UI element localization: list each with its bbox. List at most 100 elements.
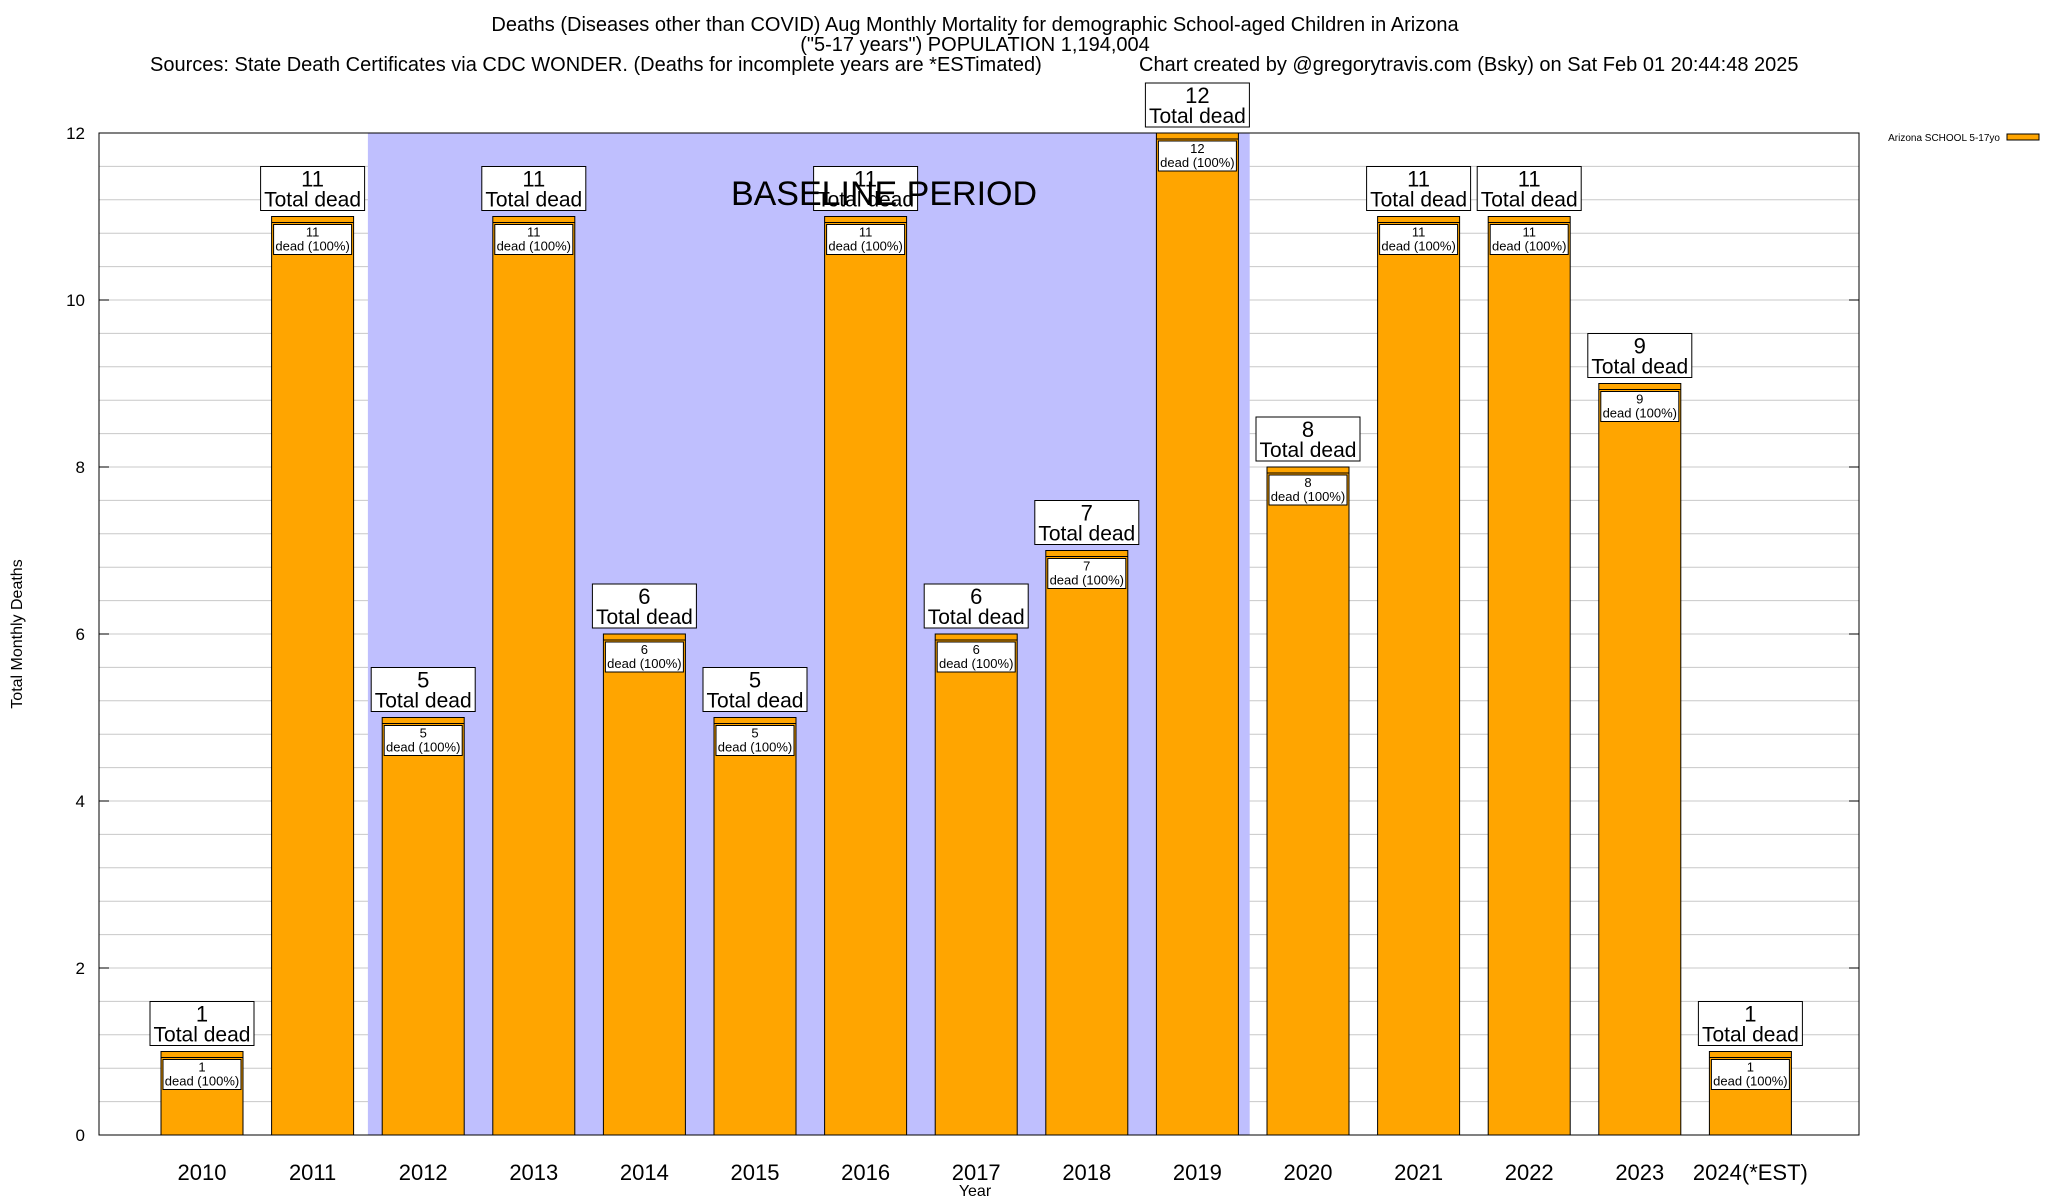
- total-label-box: [1697, 1001, 1803, 1046]
- inner-label-count: 8: [1304, 475, 1311, 490]
- x-tick-label: 2011: [289, 1160, 336, 1185]
- inner-label-text: dead (100%): [386, 740, 460, 755]
- total-label-text: Total dead: [817, 189, 914, 212]
- inner-label-text: dead (100%): [828, 239, 902, 254]
- inner-label-box: [1157, 140, 1237, 172]
- inner-label-count: 11: [1522, 225, 1536, 240]
- bar: [1598, 383, 1682, 1136]
- total-label-count: 6: [970, 584, 982, 609]
- y-tick-label: 0: [76, 1126, 85, 1145]
- total-label-box: [1587, 333, 1693, 378]
- total-label-box: [813, 166, 919, 211]
- chart-credit: Chart created by @gregorytravis.com (Bsk…: [1139, 54, 1799, 76]
- inner-label-text: dead (100%): [1271, 489, 1345, 504]
- total-label-text: Total dead: [375, 690, 472, 713]
- total-label-box: [1034, 500, 1140, 545]
- inner-label-box: [1047, 558, 1127, 589]
- inner-label-box: [1379, 224, 1459, 255]
- inner-label-count: 11: [1412, 225, 1426, 240]
- bar: [1487, 216, 1571, 1136]
- x-tick-label: 2024(*EST): [1693, 1160, 1808, 1185]
- inner-label-count: 7: [1083, 559, 1090, 574]
- inner-label-box: [383, 725, 463, 756]
- bar: [824, 216, 908, 1136]
- y-tick-label: 4: [76, 792, 85, 811]
- total-label-count: 8: [1302, 417, 1314, 442]
- total-label-text: Total dead: [1149, 105, 1246, 128]
- total-label-box: [260, 166, 366, 211]
- baseline-period-label: BASELINE PERIOD: [731, 175, 1037, 213]
- total-label-box: [923, 583, 1029, 629]
- axis-layer: 0 2 4 6 8 10 12 2010 2011 2012 2013 2014 2015 2016 201…: [66, 124, 1859, 1185]
- inner-label-count: 11: [306, 225, 320, 240]
- bar: [1377, 216, 1461, 1136]
- inner-label-text: dead (100%): [1381, 239, 1455, 254]
- total-label-count: 11: [1518, 167, 1541, 192]
- bar: [1045, 550, 1129, 1136]
- y-tick-label: 8: [76, 458, 85, 477]
- inner-label-box: [604, 641, 684, 673]
- inner-label-text: dead (100%): [497, 239, 571, 254]
- total-label-box: [1366, 166, 1472, 211]
- legend-label: Arizona SCHOOL 5-17yo: [1888, 133, 2000, 144]
- inner-label-count: 11: [859, 225, 873, 240]
- inner-label-text: dead (100%): [718, 740, 792, 755]
- total-label-count: 7: [1081, 501, 1093, 526]
- chart-title-line2: ("5-17 years") POPULATION 1,194,004: [800, 34, 1150, 56]
- x-axis-label: Year: [959, 1183, 992, 1200]
- x-tick-label: 2015: [731, 1160, 780, 1185]
- total-label-count: 11: [1407, 167, 1430, 192]
- inner-label-box: [1268, 474, 1348, 506]
- total-label-text: Total dead: [928, 606, 1025, 629]
- bar: [602, 633, 686, 1136]
- total-label-text: Total dead: [1038, 523, 1135, 546]
- total-label-text: Total dead: [154, 1024, 251, 1047]
- x-tick-label: 2016: [841, 1160, 890, 1185]
- x-tick-label: 2019: [1173, 1160, 1222, 1185]
- legend-swatch: [2006, 133, 2040, 141]
- x-tick-label: 2017: [952, 1160, 1001, 1185]
- inner-label-text: dead (100%): [1603, 406, 1677, 421]
- total-label-count: 11: [854, 167, 877, 192]
- total-label-count: 9: [1634, 334, 1646, 359]
- inner-label-box: [826, 224, 906, 255]
- x-tick-label: 2012: [399, 1160, 448, 1185]
- inner-label-text: dead (100%): [1492, 239, 1566, 254]
- total-label-count: 5: [749, 668, 761, 693]
- total-label-text: Total dead: [1370, 189, 1467, 212]
- inner-label-box: [1710, 1059, 1790, 1090]
- inner-label-count: 5: [420, 726, 427, 741]
- total-label-box: [1255, 416, 1361, 462]
- x-tick-label: 2021: [1394, 1160, 1443, 1185]
- inner-label-text: dead (100%): [1160, 155, 1234, 170]
- inner-label-box: [273, 224, 353, 255]
- x-tick-label: 2010: [178, 1160, 227, 1185]
- bar: [492, 216, 576, 1136]
- total-label-text: Total dead: [707, 690, 804, 713]
- total-label-box: [1476, 166, 1582, 211]
- inner-label-box: [1489, 224, 1569, 255]
- inner-label-count: 1: [198, 1060, 205, 1075]
- total-label-text: Total dead: [485, 189, 582, 212]
- inner-label-count: 9: [1636, 392, 1643, 407]
- y-tick-label: 2: [76, 959, 85, 978]
- inner-label-box: [494, 224, 574, 255]
- total-label-box: [370, 667, 476, 712]
- total-label-count: 1: [1744, 1002, 1756, 1027]
- total-label-count: 11: [522, 167, 545, 192]
- y-axis-label: Total Monthly Deaths: [9, 559, 26, 708]
- x-tick-label: 2022: [1505, 1160, 1554, 1185]
- inner-label-count: 11: [527, 225, 541, 240]
- bar: [271, 216, 355, 1136]
- x-tick-label: 2013: [509, 1160, 558, 1185]
- inner-label-text: dead (100%): [165, 1074, 239, 1089]
- total-label-count: 1: [196, 1002, 208, 1027]
